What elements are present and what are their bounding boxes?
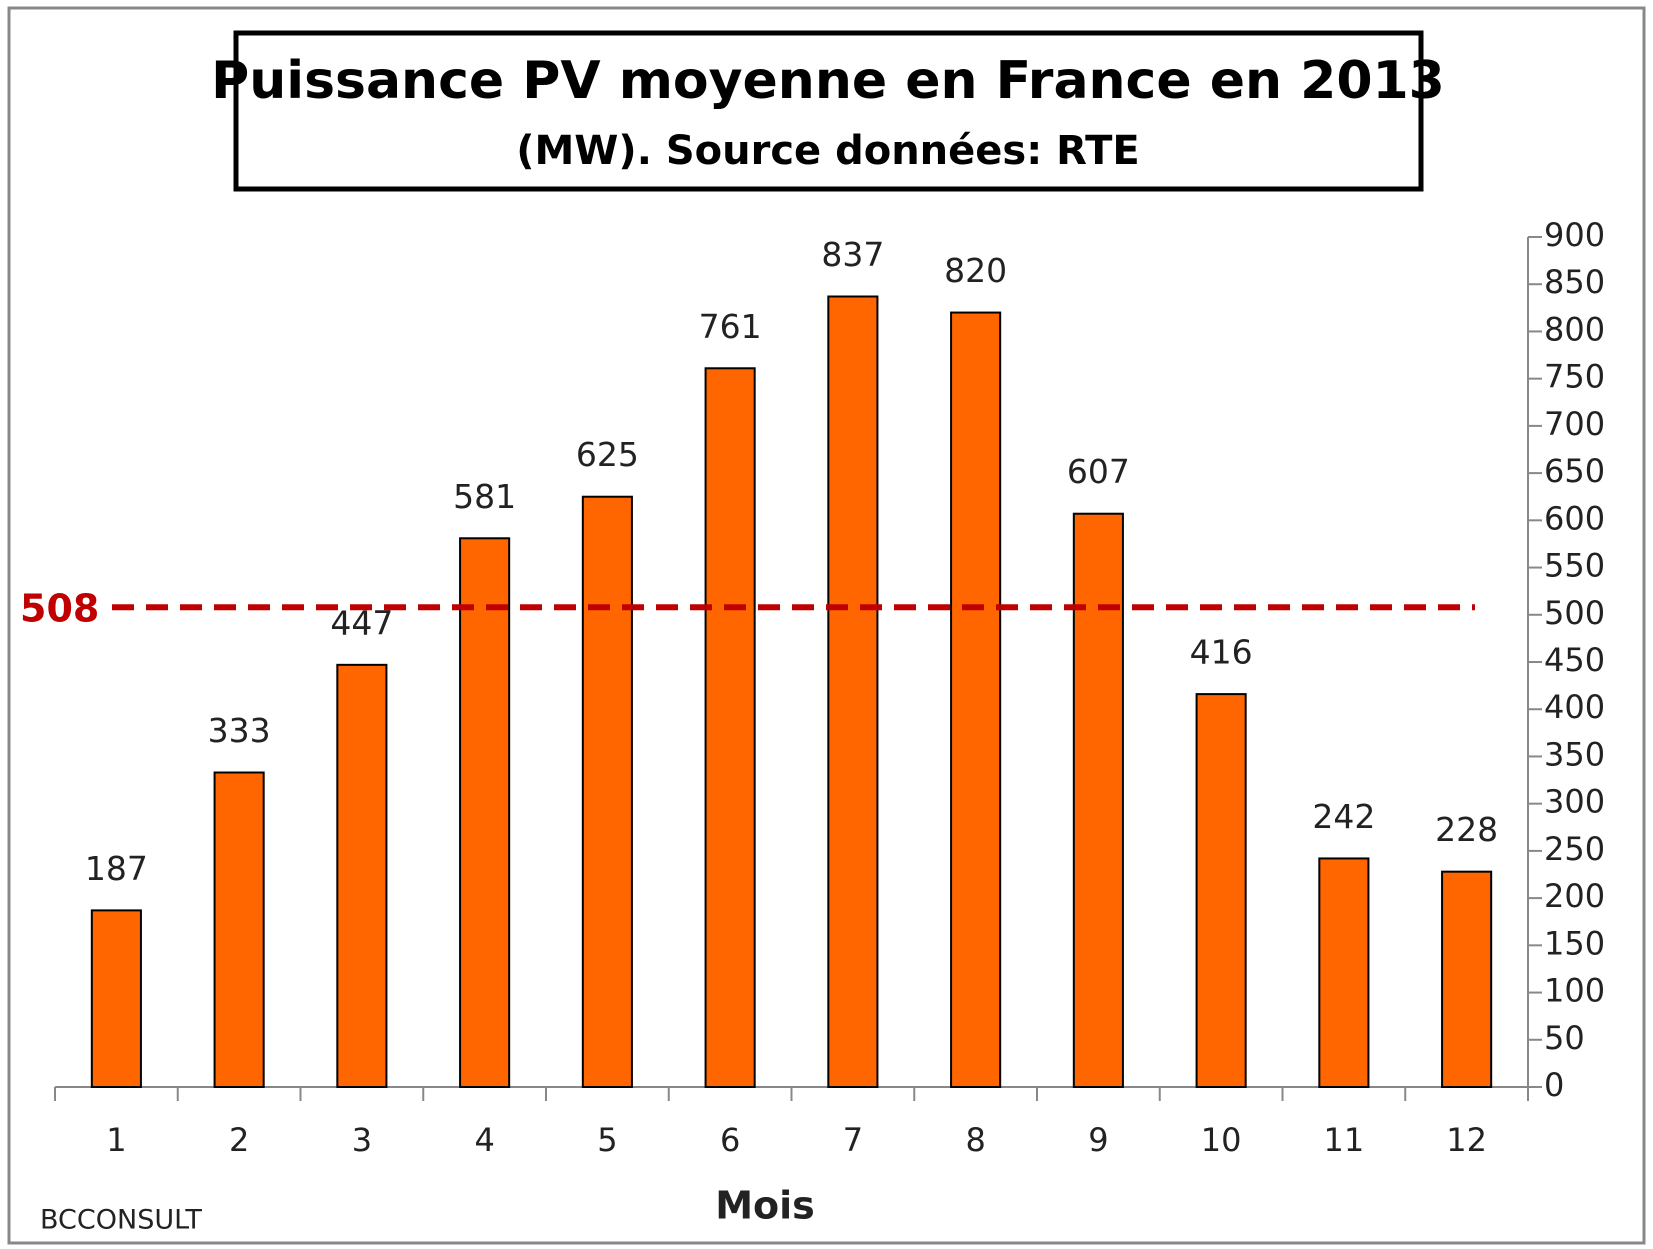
y-tick-label: 350 <box>1544 735 1605 773</box>
x-tick-label: 1 <box>106 1121 126 1159</box>
y-tick-label: 150 <box>1544 924 1605 962</box>
chart-subtitle: (MW). Source données: RTE <box>516 128 1140 174</box>
y-tick-label: 50 <box>1544 1019 1585 1057</box>
bar <box>336 663 388 1088</box>
y-tick-label: 100 <box>1544 972 1605 1010</box>
y-tick-label: 250 <box>1544 830 1605 868</box>
bar <box>704 367 756 1088</box>
bar <box>1441 870 1493 1089</box>
data-label: 228 <box>1435 810 1498 849</box>
y-tick-label: 600 <box>1544 499 1605 537</box>
y-tick-label: 700 <box>1544 405 1605 443</box>
y-tick-label: 450 <box>1544 641 1605 679</box>
y-tick-label: 850 <box>1544 263 1605 301</box>
data-label: 607 <box>1067 452 1130 491</box>
bar <box>213 771 265 1088</box>
x-tick-label: 9 <box>1088 1121 1108 1159</box>
bar <box>1318 857 1370 1089</box>
x-tick-label: 7 <box>843 1121 863 1159</box>
title-box <box>233 30 1424 192</box>
data-label: 837 <box>821 235 884 274</box>
chart-title: Puissance PV moyenne en France en 2013 <box>211 51 1445 111</box>
data-label: 625 <box>576 435 639 474</box>
y-tick-label: 800 <box>1544 310 1605 348</box>
bar <box>1195 693 1247 1088</box>
y-tick-label: 750 <box>1544 358 1605 396</box>
y-tick-label: 0 <box>1544 1066 1564 1104</box>
y-tick-label: 300 <box>1544 783 1605 821</box>
data-label: 416 <box>1190 633 1253 672</box>
x-tick-label: 11 <box>1324 1121 1365 1159</box>
chart-border <box>7 6 1646 1245</box>
x-tick-label: 12 <box>1446 1121 1487 1159</box>
bar <box>581 495 633 1088</box>
data-label: 187 <box>85 849 148 888</box>
y-tick-label: 400 <box>1544 688 1605 726</box>
x-tick-label: 5 <box>597 1121 617 1159</box>
x-tick-label: 2 <box>229 1121 249 1159</box>
x-tick-label: 3 <box>352 1121 372 1159</box>
y-tick-label: 200 <box>1544 877 1605 915</box>
bar <box>827 295 879 1088</box>
data-label: 242 <box>1312 797 1375 836</box>
data-label: 581 <box>453 477 516 516</box>
average-label: 508 <box>20 587 99 631</box>
x-axis-label: Mois <box>715 1184 815 1228</box>
bar <box>459 537 511 1088</box>
data-label: 820 <box>944 251 1007 290</box>
y-tick-label: 500 <box>1544 594 1605 632</box>
x-tick-label: 6 <box>720 1121 740 1159</box>
x-tick-label: 10 <box>1201 1121 1242 1159</box>
y-tick-label: 900 <box>1544 216 1605 254</box>
source-note: BCCONSULT <box>40 1205 202 1236</box>
y-tick-label: 650 <box>1544 452 1605 490</box>
x-tick-label: 8 <box>965 1121 985 1159</box>
x-tick-label: 4 <box>474 1121 494 1159</box>
bar <box>950 311 1002 1088</box>
data-label: 333 <box>208 711 271 750</box>
bar <box>90 909 142 1089</box>
y-tick-label: 550 <box>1544 547 1605 585</box>
data-label: 761 <box>699 307 762 346</box>
bar <box>1072 512 1124 1088</box>
